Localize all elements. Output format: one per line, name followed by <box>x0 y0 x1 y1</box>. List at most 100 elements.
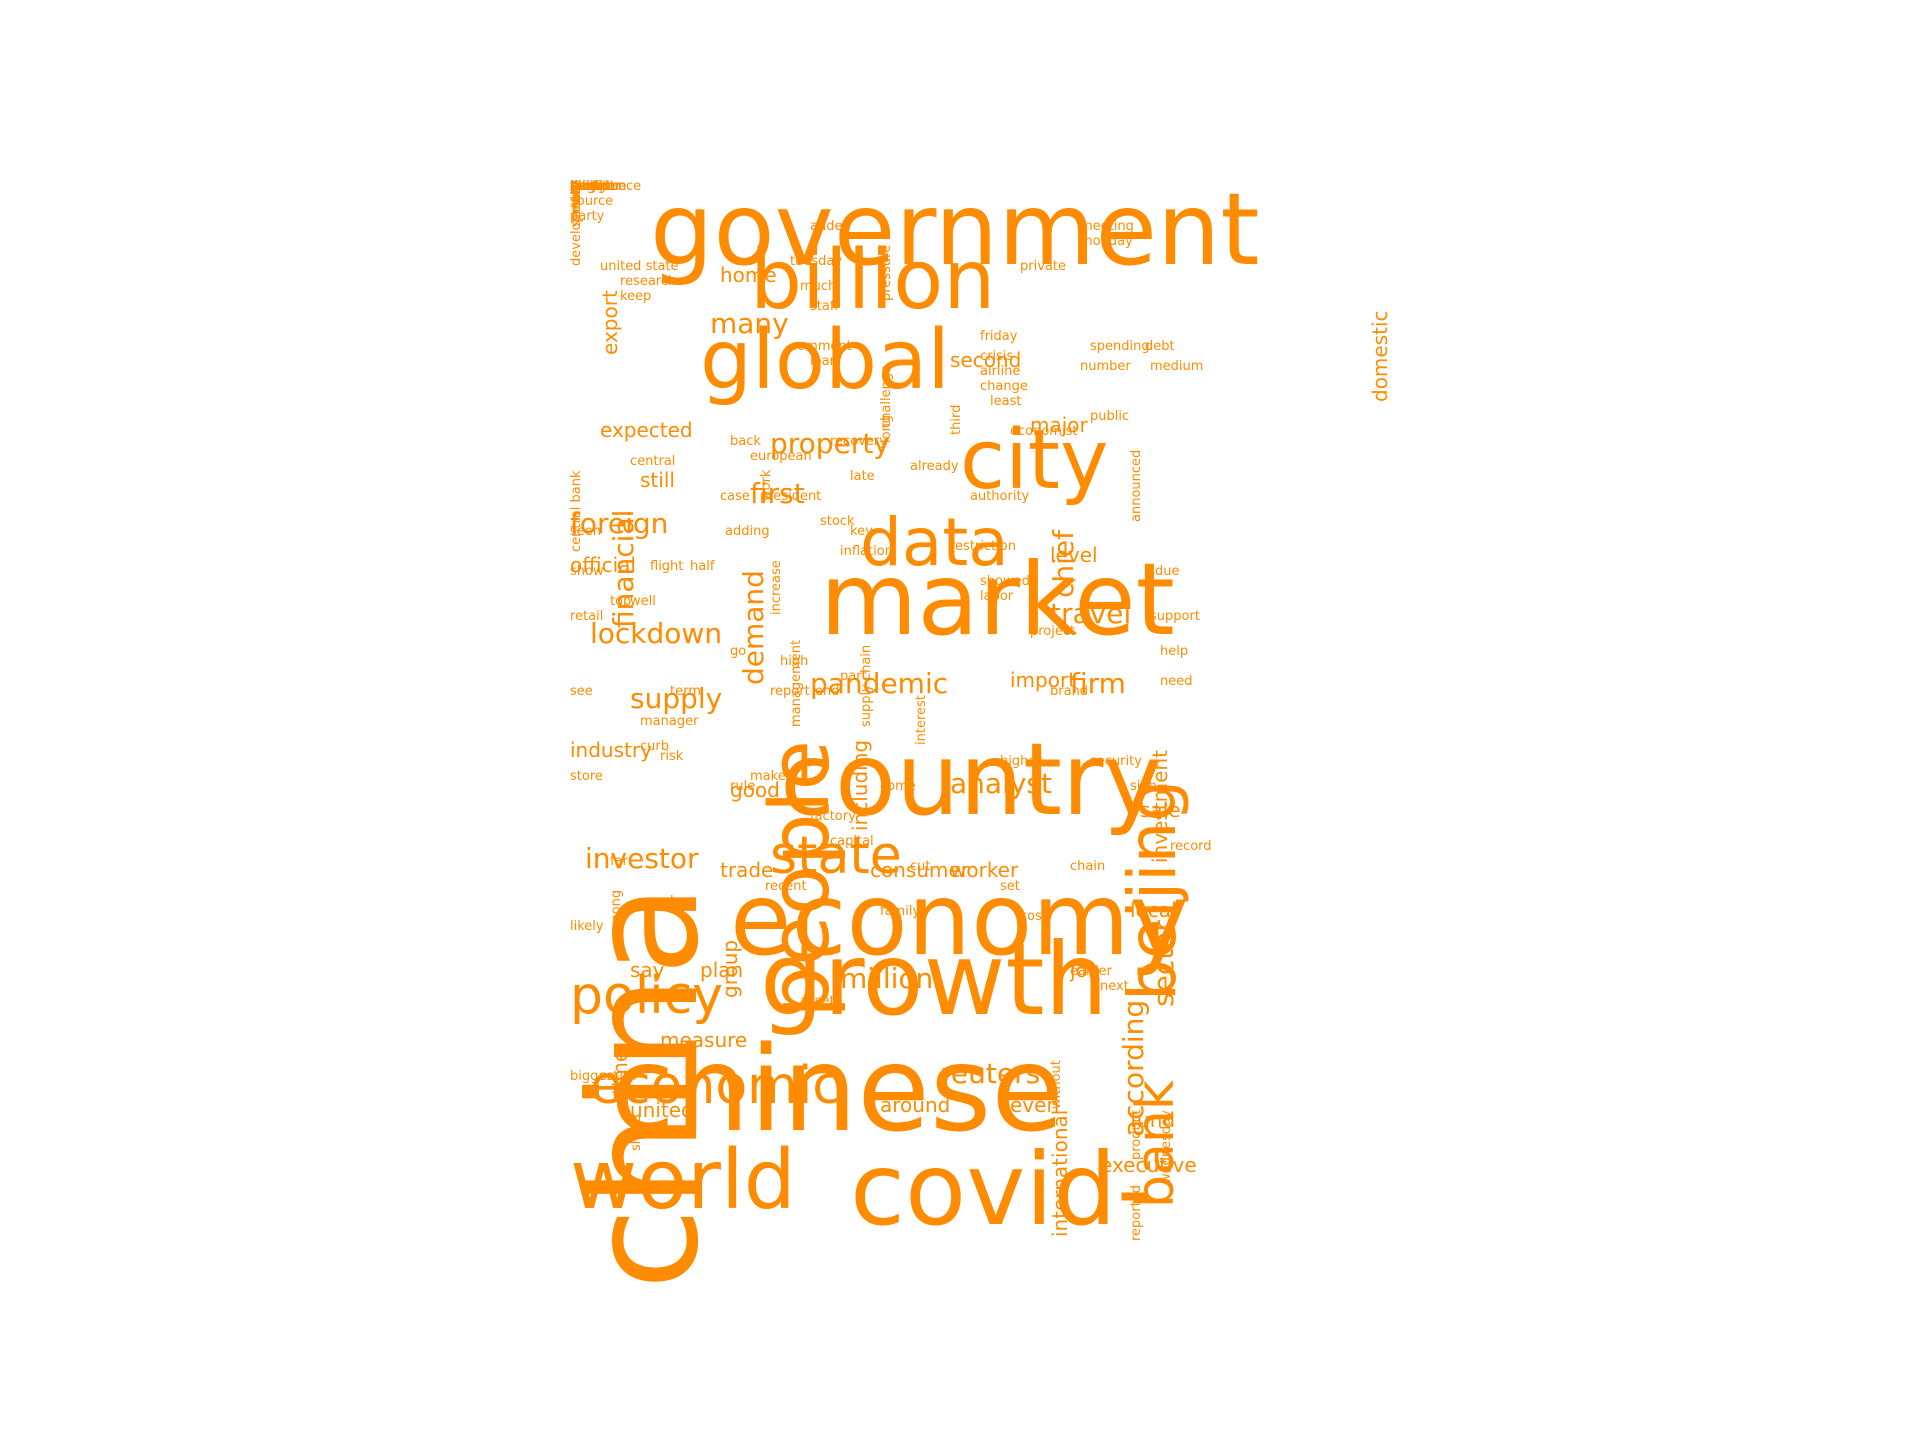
word-sign: sign <box>1130 779 1157 794</box>
word-investor: investor <box>585 842 699 875</box>
word-comment: comment <box>790 339 852 354</box>
word-due: due <box>1155 564 1180 579</box>
word-consumer: consumer <box>870 858 970 882</box>
word-public: public <box>1090 409 1130 424</box>
word-pressure: pressure <box>879 244 894 301</box>
word-medium: medium <box>1150 359 1204 374</box>
word-target: target <box>570 180 610 194</box>
word-added: added <box>810 219 851 234</box>
word-much: much <box>800 279 837 294</box>
word-analyst: analyst <box>950 767 1052 800</box>
word-united: united <box>630 1098 694 1122</box>
word-demand: demand <box>737 570 770 685</box>
word-well: well <box>630 594 656 609</box>
word-report: report <box>770 684 810 699</box>
word-economist: economist <box>1010 424 1078 439</box>
word-central: central <box>630 454 676 469</box>
word-supply-chain: supply chain <box>859 644 874 727</box>
word-back: back <box>730 434 761 449</box>
word-product: product <box>1129 1109 1144 1160</box>
word-deal: deal <box>570 180 598 194</box>
word-policy: policy <box>570 966 724 1026</box>
word-confidence: confidence <box>570 180 642 194</box>
word-least: least <box>990 394 1022 409</box>
word-term: term <box>670 684 701 699</box>
word-domestic: domestic <box>1368 310 1392 402</box>
word-central-bank: central bank <box>570 470 584 552</box>
word-growth: growth <box>760 921 1108 1038</box>
word-chain: chain <box>1070 859 1106 874</box>
word-support: support <box>1150 609 1200 624</box>
word-authority: authority <box>970 489 1030 504</box>
word-factory: factory <box>810 809 856 824</box>
word-south: south <box>600 1069 637 1084</box>
word-number: number <box>1080 359 1131 374</box>
word-president: president <box>760 489 822 504</box>
word-come: come <box>880 779 916 794</box>
word-market: market <box>820 541 1175 658</box>
word-key: key <box>850 524 873 539</box>
word-europe: europe <box>570 180 616 194</box>
word-earlier: earlier <box>1070 964 1112 979</box>
word-import: import <box>1010 668 1077 692</box>
word-data: data <box>860 504 1009 581</box>
word-need: need <box>1160 674 1193 689</box>
word-local: local <box>1130 898 1177 922</box>
word-first: first <box>750 477 805 510</box>
word-friday: friday <box>980 329 1018 344</box>
word-higher: higher <box>1000 754 1042 769</box>
word-covid: covid- <box>850 1131 1153 1248</box>
word-recovery: recovery <box>830 434 887 449</box>
word-lockdown: lockdown <box>590 617 723 650</box>
word-tuesday: tuesday <box>790 254 843 269</box>
word-le: le <box>670 894 682 909</box>
word-change: change <box>980 379 1028 394</box>
word-see: see <box>570 684 593 699</box>
word-restriction: restriction <box>950 539 1016 554</box>
word-help: help <box>1160 644 1189 659</box>
word-asset: asset <box>800 994 835 1009</box>
word-still: still <box>640 468 675 492</box>
word-pandemic: pandemic <box>810 667 949 700</box>
word-manager: manager <box>640 714 699 729</box>
word-spending: spending <box>1090 339 1150 354</box>
word-hit: hit <box>570 180 587 194</box>
word-end: end <box>815 684 840 699</box>
word-meeting: meeting <box>1080 219 1134 234</box>
word-set: set <box>1000 879 1020 894</box>
word-job: job <box>1070 958 1101 982</box>
word-state: state <box>770 826 902 886</box>
word-share: share <box>629 1114 644 1151</box>
word-made: made <box>570 180 607 194</box>
word-labor: labor <box>980 589 1014 604</box>
word-brand: brand <box>1050 684 1089 699</box>
word-store: store <box>570 769 603 784</box>
word-firm: firm <box>1070 667 1126 700</box>
word-plan: plan <box>700 958 744 982</box>
word-monday: monday <box>1080 234 1133 249</box>
word-interest: interest <box>914 695 929 745</box>
word-export: export <box>598 290 622 355</box>
word-expected: expected <box>600 418 693 442</box>
word-record: record <box>1170 839 1212 854</box>
word-crisis: crisis <box>980 349 1014 364</box>
word-retail: retail <box>570 609 604 624</box>
word-travel: travel <box>1050 597 1132 630</box>
word-good: good <box>730 778 780 802</box>
word-minister: minister <box>570 180 624 194</box>
word-among: among <box>609 889 624 935</box>
word-executive: executive <box>1100 1153 1197 1177</box>
word-cloud: china government billion global beijing city p… <box>570 180 1410 1290</box>
word-city: city <box>960 413 1109 508</box>
word-high: high <box>780 654 809 669</box>
word-level: level <box>1050 543 1098 567</box>
word-cost: cost <box>1020 909 1047 924</box>
word-reported: reported <box>1129 1185 1144 1241</box>
word-around: around <box>880 1093 951 1117</box>
word-reuters: reuters <box>940 1057 1041 1090</box>
word-say: say <box>630 958 665 982</box>
word-next: next <box>1100 979 1129 994</box>
word-flight: flight <box>650 559 684 574</box>
word-government: government <box>650 180 1260 288</box>
word-foreign: foreign <box>570 507 669 540</box>
